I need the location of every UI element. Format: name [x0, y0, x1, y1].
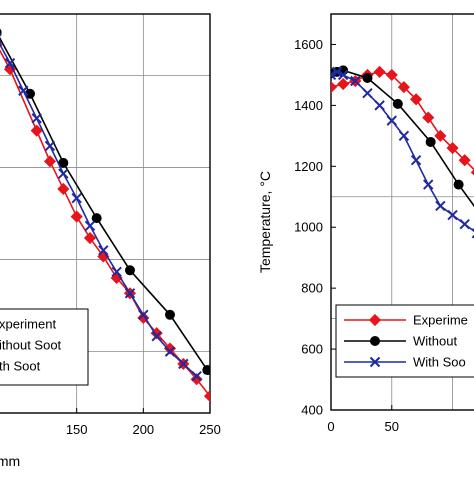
x-tick-label: 200 — [132, 422, 154, 437]
data-point-s2-4 — [363, 89, 372, 98]
data-point-s2-7 — [86, 221, 95, 230]
panel-left: 150 200 250 X, mm xperiment ithout Soot th Soo… — [0, 14, 221, 469]
data-point-s1-5 — [426, 137, 436, 147]
data-point-s0-8 — [423, 112, 434, 123]
legend-marker-1 — [370, 336, 380, 346]
y-tick-label: 400 — [301, 403, 323, 418]
y-tick-label: 1600 — [294, 37, 323, 52]
data-point-s0-5 — [71, 211, 82, 222]
data-point-s2-5 — [375, 101, 384, 110]
legend: Experime Without With Soo — [336, 305, 474, 377]
data-point-s2-4 — [46, 141, 55, 150]
data-point-s1-6 — [202, 365, 212, 375]
legend-entry-2: th Soot — [0, 359, 41, 374]
legend-label-1: Without — [413, 334, 457, 349]
legend-label-2: With Soo — [413, 355, 466, 370]
legend-label-2: th Soot — [0, 359, 41, 374]
x-tick-label: 50 — [385, 419, 399, 434]
data-point-s2-10 — [436, 201, 445, 210]
y-tick-label: 1200 — [294, 159, 323, 174]
data-point-s2-5 — [59, 169, 68, 178]
data-point-s2-7 — [399, 131, 408, 140]
data-point-s1-4 — [393, 99, 403, 109]
data-point-s2-12 — [460, 220, 469, 229]
legend-entry-1: ithout Soot — [0, 338, 62, 353]
x-axis-label: X, mm — [0, 453, 20, 469]
data-point-s0-4 — [58, 183, 69, 194]
data-point-s2-3 — [32, 114, 41, 123]
x-tick-label: 150 — [66, 422, 88, 437]
y-axis: 400 600 800 1000 1200 1400 1600 — [294, 37, 336, 418]
legend-entry-0: xperiment — [0, 317, 56, 332]
data-point-s0-0 — [326, 82, 337, 93]
legend-label-0: Experime — [413, 313, 468, 328]
data-point-s0-4 — [374, 66, 385, 77]
data-point-s0-1 — [338, 79, 349, 90]
panel-right: 0 50 400 600 800 1000 1200 1400 1600 Temperature,… — [257, 14, 474, 434]
data-point-s1-6 — [454, 180, 464, 190]
legend-label-0: xperiment — [0, 317, 56, 332]
series-group — [326, 65, 474, 237]
data-point-s2-8 — [412, 156, 421, 165]
legend: xperiment ithout Soot th Soot — [0, 309, 88, 385]
y-tick-label: 600 — [301, 342, 323, 357]
y-axis-label: Temperature, °C — [257, 171, 273, 273]
data-point-s0-3 — [45, 156, 56, 167]
data-point-s1-5 — [165, 310, 175, 320]
data-point-s1-4 — [125, 265, 135, 275]
legend-label-1: ithout Soot — [0, 338, 62, 353]
data-point-s1-3 — [362, 73, 372, 83]
data-point-s2-9 — [424, 180, 433, 189]
y-tick-label: 1000 — [294, 220, 323, 235]
y-tick-label: 800 — [301, 281, 323, 296]
y-tick-label: 1400 — [294, 98, 323, 113]
x-tick-label: 0 — [327, 419, 334, 434]
x-tick-label: 250 — [199, 422, 221, 437]
